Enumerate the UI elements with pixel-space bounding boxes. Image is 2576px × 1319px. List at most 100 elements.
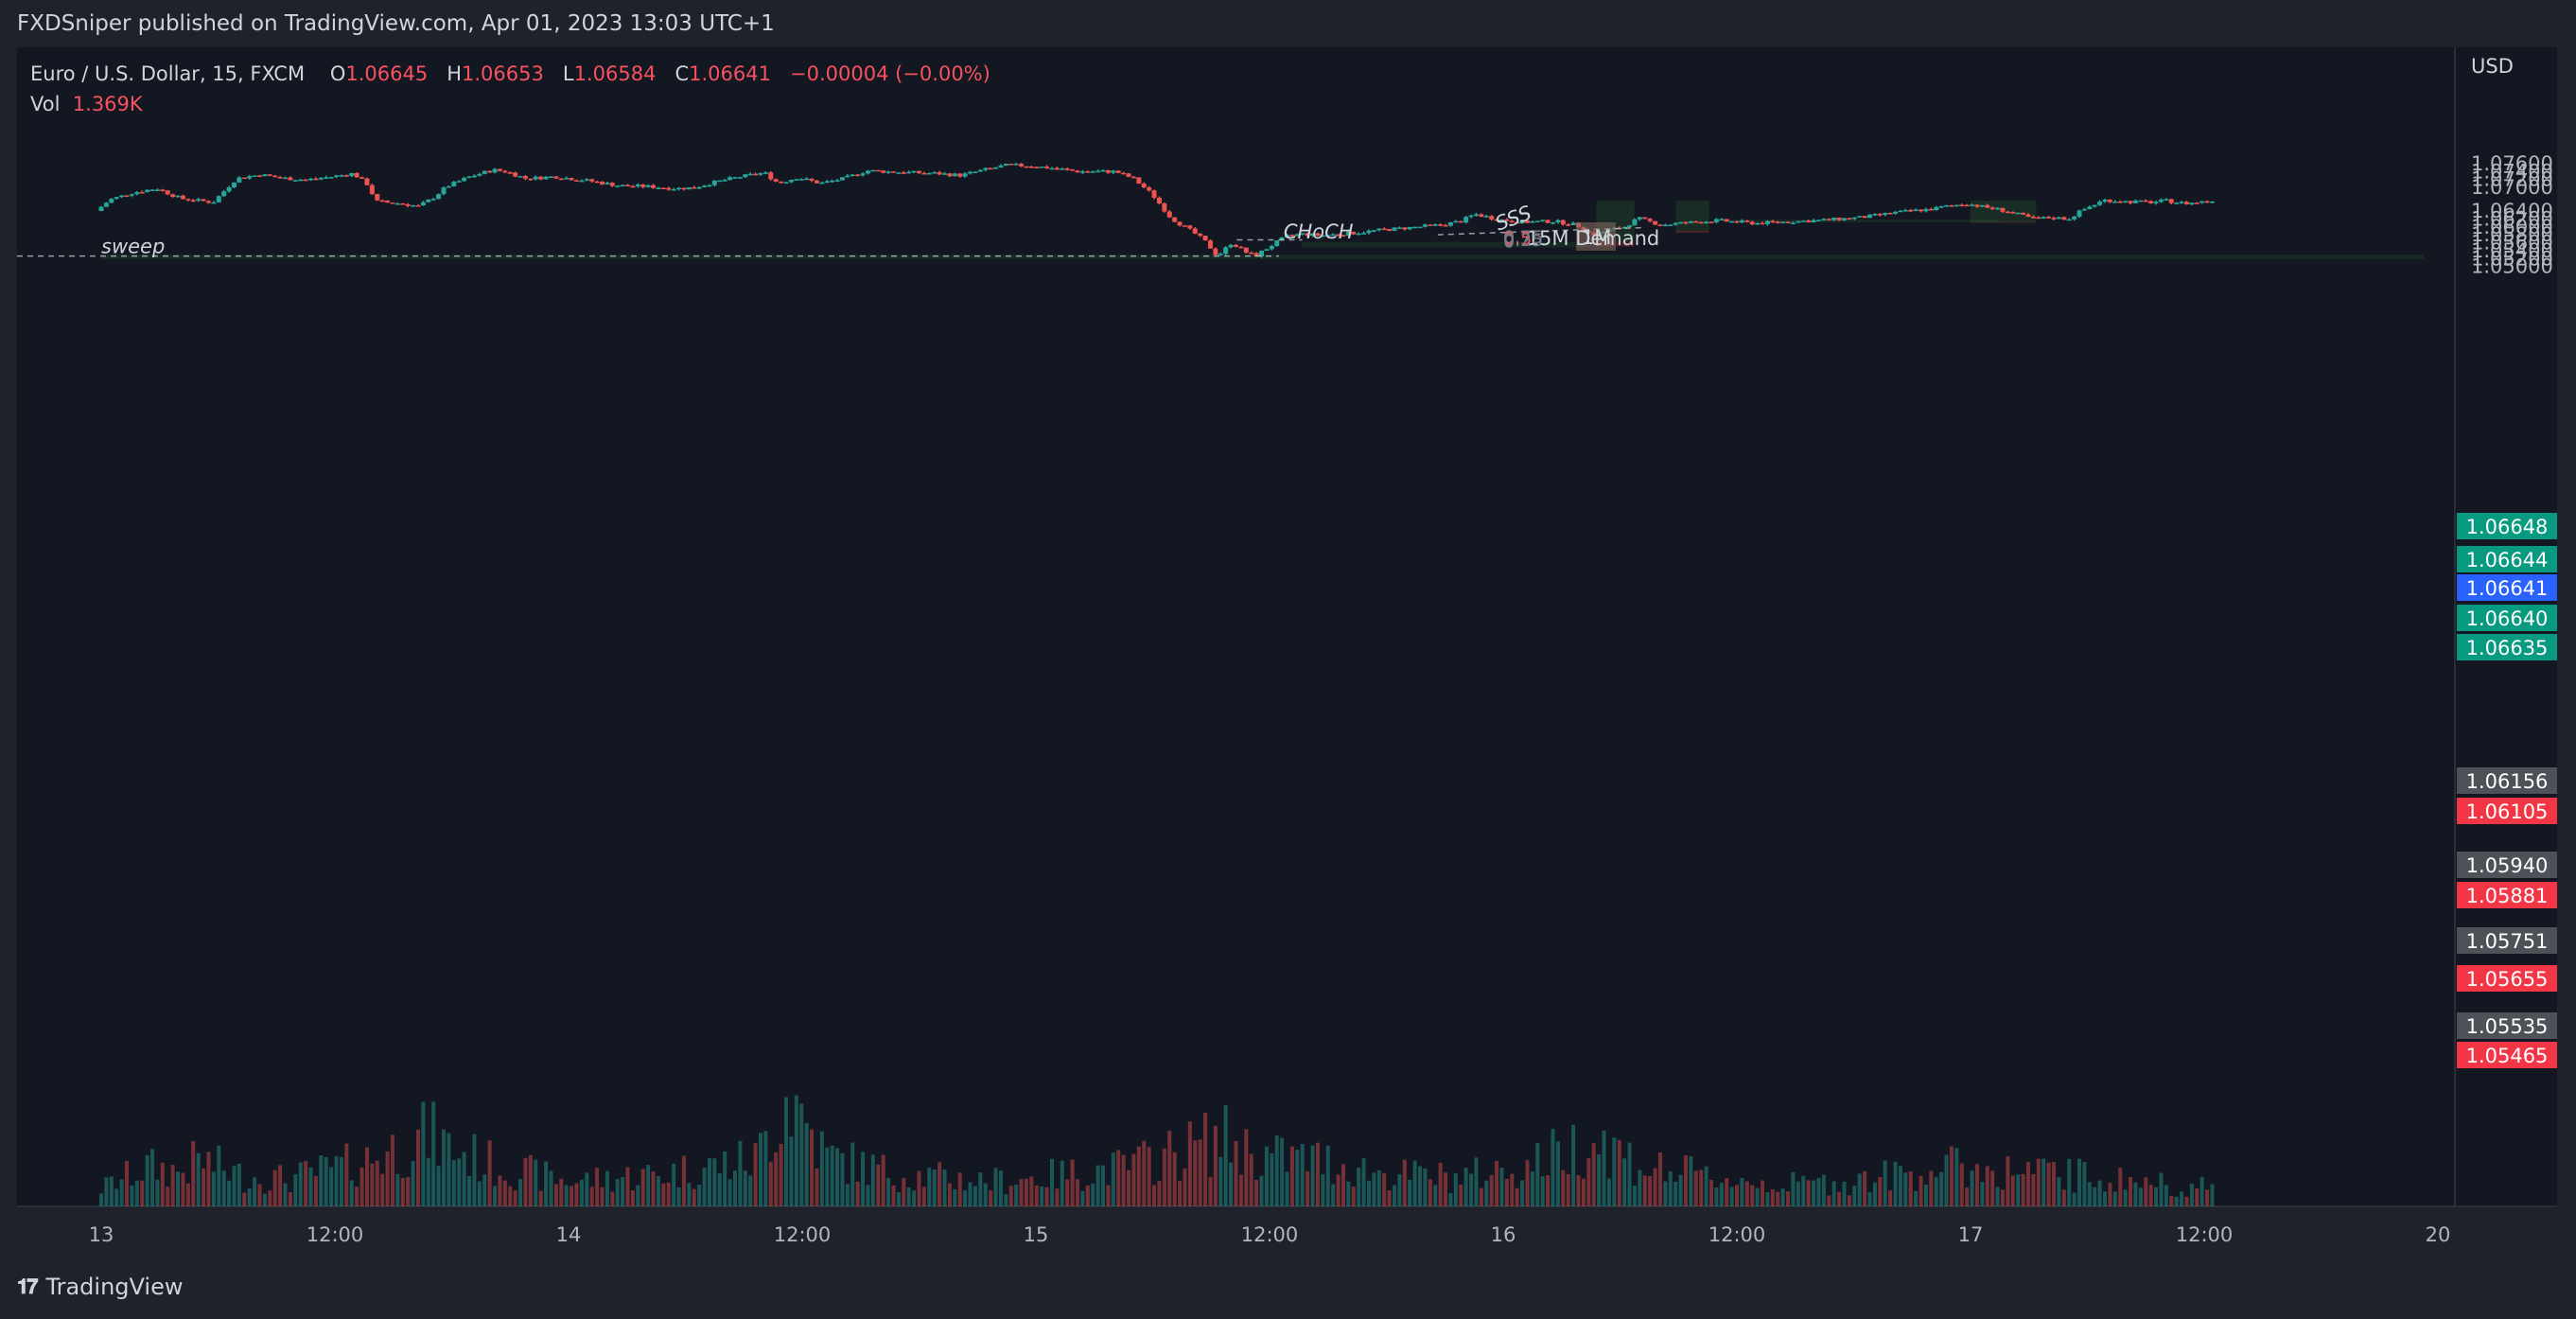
candle-body[interactable]	[2041, 217, 2046, 219]
candle-body[interactable]	[1392, 227, 1397, 231]
candle-body[interactable]	[917, 170, 921, 173]
candle-body[interactable]	[2077, 210, 2082, 217]
candle-body[interactable]	[1320, 235, 1325, 237]
candle-body[interactable]	[579, 180, 585, 183]
price-label-box[interactable]	[2457, 513, 2557, 539]
candle-body[interactable]	[1954, 204, 1959, 207]
candle-body[interactable]	[1494, 219, 1499, 221]
candle-body[interactable]	[298, 179, 304, 182]
candle-body[interactable]	[845, 175, 850, 178]
candle-body[interactable]	[1285, 235, 1290, 238]
candle-body[interactable]	[1729, 220, 1735, 223]
candle-body[interactable]	[1028, 167, 1034, 168]
candle-body[interactable]	[727, 177, 733, 181]
candle-body[interactable]	[2097, 202, 2103, 205]
candle-body[interactable]	[1913, 209, 1919, 211]
candle-body[interactable]	[1396, 227, 1402, 229]
candle-body[interactable]	[1734, 220, 1740, 223]
candle-body[interactable]	[2056, 217, 2061, 220]
candle-body[interactable]	[2199, 201, 2205, 203]
candle-body[interactable]	[717, 180, 723, 183]
candle-body[interactable]	[711, 180, 717, 185]
candle-body[interactable]	[1008, 164, 1014, 166]
candle-body[interactable]	[1755, 222, 1761, 225]
candle-body[interactable]	[942, 173, 948, 175]
candle-body[interactable]	[451, 182, 457, 186]
price-label-box[interactable]	[2457, 605, 2557, 631]
candle-body[interactable]	[1919, 209, 1924, 212]
candle-body[interactable]	[1054, 167, 1060, 170]
candle-body[interactable]	[533, 176, 538, 180]
candle-body[interactable]	[1519, 220, 1525, 224]
candle-body[interactable]	[1075, 170, 1080, 173]
candle-body[interactable]	[625, 185, 631, 186]
candle-body[interactable]	[1243, 247, 1249, 253]
candle-body[interactable]	[1796, 220, 1801, 223]
candle-body[interactable]	[343, 175, 349, 177]
candle-body[interactable]	[1121, 172, 1127, 175]
candle-body[interactable]	[1300, 233, 1306, 235]
candle-body[interactable]	[502, 170, 508, 173]
candle-body[interactable]	[237, 177, 242, 183]
candle-body[interactable]	[1366, 230, 1372, 234]
candle-body[interactable]	[1070, 169, 1076, 171]
candle-body[interactable]	[231, 182, 237, 187]
candle-body[interactable]	[1407, 226, 1412, 230]
candle-body[interactable]	[2081, 209, 2087, 211]
candle-body[interactable]	[1949, 205, 1954, 207]
candle-body[interactable]	[1908, 210, 1914, 212]
candle-body[interactable]	[1187, 225, 1193, 229]
candle-body[interactable]	[1126, 173, 1131, 177]
candle-body[interactable]	[292, 180, 298, 182]
candle-body[interactable]	[1698, 221, 1704, 224]
candle-body[interactable]	[569, 178, 574, 181]
candle-body[interactable]	[1269, 245, 1274, 250]
candle-body[interactable]	[1105, 169, 1111, 173]
candle-body[interactable]	[804, 178, 810, 181]
candle-body[interactable]	[2123, 201, 2129, 202]
candle-body[interactable]	[507, 172, 513, 174]
candle-body[interactable]	[1877, 214, 1883, 216]
candle-body[interactable]	[543, 176, 549, 180]
zone-zone[interactable]	[1722, 219, 2000, 222]
candle-body[interactable]	[267, 174, 272, 176]
candle-body[interactable]	[272, 175, 278, 178]
candle-body[interactable]	[1387, 229, 1393, 231]
candle-body[interactable]	[2107, 200, 2112, 202]
price-chart[interactable]: 1.076001.074001.072001.070001.064001.062…	[0, 47, 2576, 1260]
candle-body[interactable]	[1438, 224, 1444, 226]
candle-body[interactable]	[1315, 233, 1321, 237]
candle-body[interactable]	[952, 173, 957, 177]
candle-body[interactable]	[1498, 219, 1504, 221]
candle-body[interactable]	[1504, 219, 1510, 221]
price-label-box[interactable]	[2457, 1012, 2557, 1039]
candle-body[interactable]	[753, 173, 759, 176]
candle-body[interactable]	[1883, 212, 1888, 216]
candle-body[interactable]	[1192, 228, 1198, 234]
price-label-box[interactable]	[2457, 546, 2557, 572]
candle-body[interactable]	[262, 174, 268, 177]
candle-body[interactable]	[145, 189, 150, 193]
candle-body[interactable]	[870, 169, 876, 172]
candle-body[interactable]	[993, 167, 999, 169]
candle-body[interactable]	[1305, 233, 1310, 237]
candle-body[interactable]	[2204, 201, 2210, 203]
candle-body[interactable]	[1202, 236, 1208, 241]
candle-body[interactable]	[855, 174, 861, 177]
candle-body[interactable]	[1468, 215, 1474, 218]
candle-body[interactable]	[1259, 250, 1265, 257]
candle-body[interactable]	[671, 189, 676, 191]
candle-body[interactable]	[247, 176, 253, 179]
candle-body[interactable]	[1944, 205, 1950, 207]
candle-body[interactable]	[1044, 167, 1050, 168]
candle-body[interactable]	[492, 168, 498, 173]
candle-body[interactable]	[2153, 202, 2159, 203]
candle-body[interactable]	[1019, 164, 1025, 167]
candle-body[interactable]	[1959, 204, 1965, 207]
candle-body[interactable]	[1024, 166, 1029, 168]
candle-body[interactable]	[364, 178, 370, 185]
candle-body[interactable]	[1003, 164, 1008, 167]
candle-body[interactable]	[354, 172, 359, 178]
candle-body[interactable]	[1668, 224, 1674, 226]
candle-body[interactable]	[615, 185, 621, 187]
